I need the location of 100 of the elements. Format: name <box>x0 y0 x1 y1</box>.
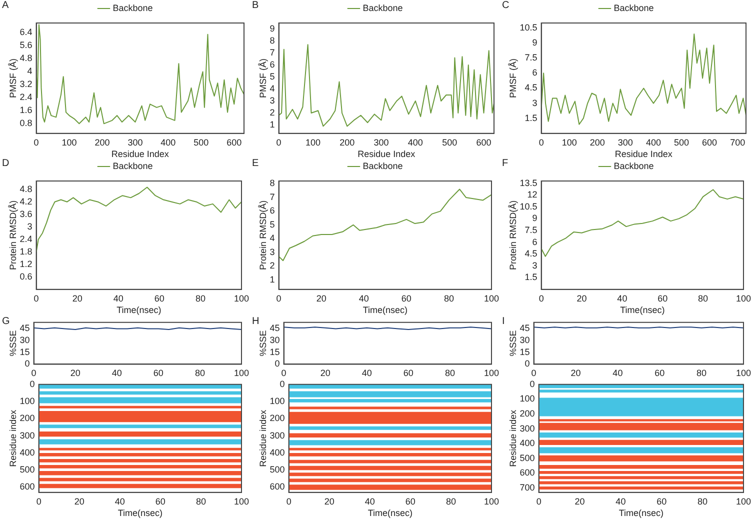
x-axis-title: Residue Index <box>111 149 170 160</box>
x-tick-label: 40 <box>112 368 122 378</box>
x-tick-label: 600 <box>702 137 718 148</box>
x-tick-label: 0 <box>538 137 544 148</box>
y-tick-label: 5.6 <box>20 40 32 50</box>
x-tick-label: 40 <box>114 496 125 506</box>
y-axis-title: PMSF (Å) <box>258 58 268 98</box>
legend-label: Backbone <box>614 2 654 13</box>
y-axis-title: %SSE <box>508 330 518 356</box>
x-tick-label: 60 <box>155 496 166 506</box>
y-tick-label: 0 <box>24 358 30 369</box>
x-tick-label: 60 <box>403 368 414 378</box>
y-tick-label: 4.8 <box>20 53 32 64</box>
x-axis-title: Time(nsec) <box>368 508 412 518</box>
x-tick-label: 20 <box>320 368 330 378</box>
y-tick-label: 7 <box>270 47 275 58</box>
legend-label: Backbone <box>112 160 153 171</box>
x-tick-label: 100 <box>234 496 250 506</box>
y-tick-label: 400 <box>520 438 535 448</box>
x-tick-label: 60 <box>654 368 665 378</box>
y-tick-label: 200 <box>270 413 285 424</box>
x-tick-label: 100 <box>736 368 752 378</box>
y-tick-label: 15 <box>520 346 530 357</box>
x-axis-title: Residue Index <box>614 149 673 160</box>
y-tick-label: 15 <box>270 346 280 357</box>
y-tick-label: 4 <box>27 66 32 76</box>
legend-label: Backbone <box>112 2 153 13</box>
x-tick-label: 20 <box>324 496 334 506</box>
y-axis-title: Protein RMSD(Å) <box>8 200 18 270</box>
y-tick-label: 100 <box>520 394 535 404</box>
y-tick-label: 600 <box>270 482 285 492</box>
y-tick-label: 45 <box>520 323 530 334</box>
y-axis-title: Protein RMSD(Å) <box>258 200 268 270</box>
y-tick-label: 600 <box>20 482 35 492</box>
x-tick-label: 300 <box>374 137 389 148</box>
x-tick-label: 100 <box>736 293 752 304</box>
y-tick-label: 300 <box>20 430 35 440</box>
y-tick-label: 400 <box>20 447 35 458</box>
x-tick-label: 400 <box>160 137 176 148</box>
legend-label: Backbone <box>362 2 403 13</box>
y-axis-title: Protein RMSD(Å) <box>508 200 518 270</box>
y-tick-label: 3 <box>532 98 538 108</box>
y-tick-label: 0 <box>280 378 285 389</box>
y-axis-title: PMSF (Å) <box>8 58 18 98</box>
y-tick-label: 2 <box>270 107 275 118</box>
y-axis-title: %SSE <box>8 330 18 356</box>
x-tick-label: 200 <box>590 137 605 148</box>
x-axis-title: Time(nsec) <box>620 305 665 316</box>
y-tick-label: 1.8 <box>20 246 32 256</box>
x-tick-label: 80 <box>698 293 708 304</box>
x-tick-label: 40 <box>362 368 372 378</box>
y-tick-label: 45 <box>20 323 30 334</box>
y-tick-label: 200 <box>520 408 535 418</box>
y-tick-label: 4 <box>270 83 275 94</box>
y-tick-label: 0 <box>274 358 280 369</box>
y-tick-label: 7 <box>270 192 275 202</box>
y-tick-label: 3 <box>532 260 538 270</box>
x-tick-label: 20 <box>316 293 326 304</box>
x-axis-title: Time(nsec) <box>618 508 664 518</box>
x-tick-label: 40 <box>113 293 124 304</box>
y-tick-label: 1.5 <box>524 112 538 123</box>
x-tick-label: 500 <box>194 137 209 148</box>
y-tick-label: 0.6 <box>20 271 32 282</box>
x-tick-label: 100 <box>562 137 577 148</box>
x-tick-label: 500 <box>442 137 458 148</box>
chart-title: A <box>2 0 9 11</box>
y-tick-label: 3.6 <box>20 208 32 219</box>
y-axis-title: PMSF (Å) <box>508 58 518 98</box>
x-tick-label: 100 <box>234 293 250 304</box>
y-axis-title: Residue index <box>8 409 18 467</box>
x-tick-label: 400 <box>408 137 423 148</box>
x-axis-title: Time(nsec) <box>118 508 162 518</box>
y-tick-label: 1.6 <box>20 105 32 116</box>
legend-label: Backbone <box>362 160 403 171</box>
x-axis-title: Time(nsec) <box>116 305 162 316</box>
x-tick-label: 20 <box>570 368 581 378</box>
x-axis-title: Residue Index <box>358 149 416 160</box>
y-tick-label: 0 <box>30 378 35 389</box>
x-tick-label: 60 <box>656 496 667 506</box>
x-tick-label: 600 <box>226 137 242 148</box>
x-tick-label: 40 <box>612 368 623 378</box>
x-tick-label: 100 <box>305 137 320 148</box>
y-tick-label: 9 <box>532 213 538 224</box>
y-tick-label: 500 <box>520 452 535 463</box>
x-tick-label: 40 <box>364 496 375 506</box>
x-tick-label: 20 <box>72 293 82 304</box>
x-tick-label: 20 <box>574 496 585 506</box>
x-tick-label: 0 <box>36 496 42 506</box>
y-tick-label: 0 <box>530 378 535 389</box>
y-tick-label: 400 <box>270 447 285 458</box>
x-tick-label: 60 <box>401 293 412 304</box>
x-tick-label: 100 <box>484 496 500 506</box>
y-tick-label: 500 <box>270 464 285 475</box>
x-tick-label: 60 <box>405 496 416 506</box>
y-tick-label: 6 <box>532 236 538 247</box>
x-tick-label: 40 <box>358 293 369 304</box>
y-tick-label: 3.2 <box>20 79 32 90</box>
y-tick-label: 4.2 <box>20 196 32 206</box>
y-tick-label: 300 <box>270 430 285 440</box>
x-tick-label: 0 <box>286 496 292 506</box>
